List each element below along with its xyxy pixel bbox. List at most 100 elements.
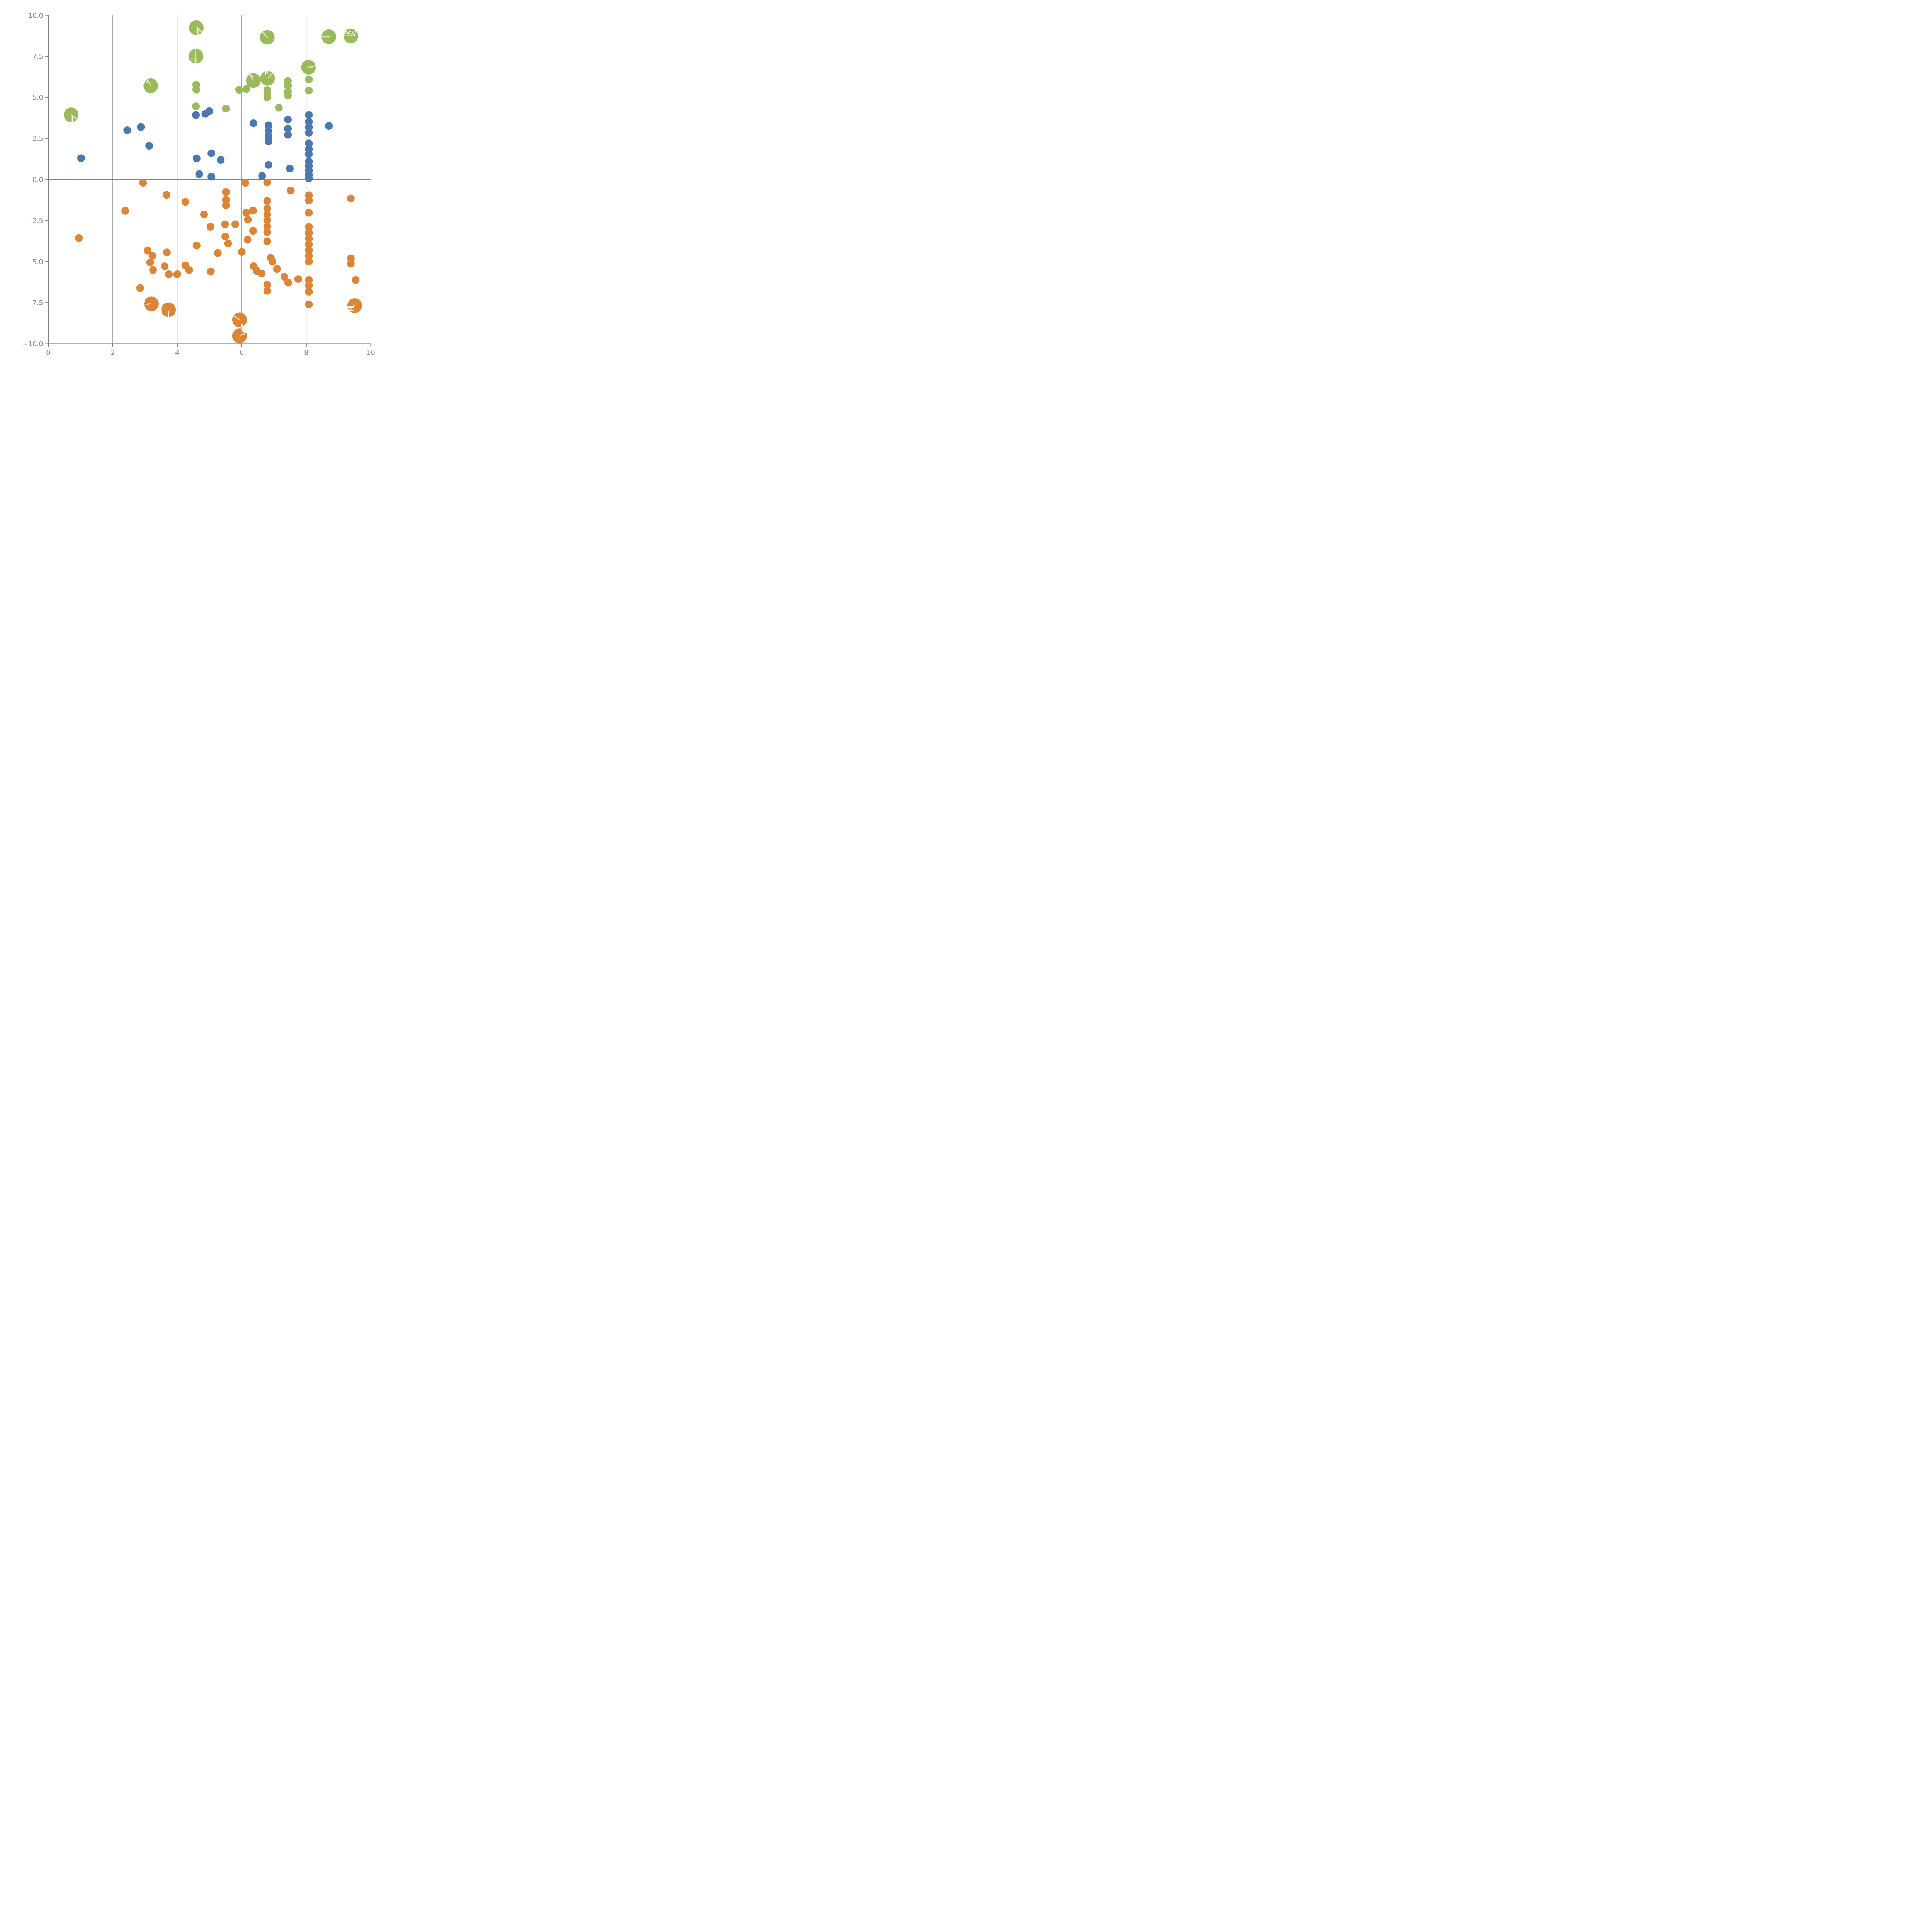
data-point-orange bbox=[136, 284, 144, 292]
scatter-chart-canvas: 10.07.55.02.50.0−2.5−5.0−7.5−10.00 2 4 6 8 10… bbox=[22, 12, 375, 357]
data-point-orange bbox=[305, 258, 313, 266]
data-point-green-large bbox=[246, 73, 261, 88]
data-point-blue bbox=[305, 111, 313, 119]
y-tick-label: 7.5 bbox=[32, 53, 43, 61]
data-point-blue bbox=[217, 156, 225, 164]
data-point-blue bbox=[145, 142, 153, 150]
data-point-blue bbox=[305, 139, 313, 148]
data-point-green-large bbox=[189, 20, 204, 35]
data-point-blue bbox=[284, 116, 292, 124]
data-point-orange bbox=[263, 204, 271, 213]
data-point-orange bbox=[200, 210, 208, 218]
bubble-label-fragment: EB bbox=[189, 57, 197, 64]
data-point-orange bbox=[221, 220, 229, 228]
data-point-orange bbox=[305, 240, 313, 248]
data-point-blue bbox=[305, 129, 313, 137]
data-point-orange bbox=[305, 252, 313, 260]
data-point-orange bbox=[263, 287, 271, 295]
label-leader-line-pale bbox=[261, 30, 269, 39]
data-points-group bbox=[64, 20, 362, 344]
data-point-orange bbox=[148, 252, 156, 260]
data-point-green bbox=[235, 86, 243, 94]
x-tick-label: 0 bbox=[46, 349, 50, 357]
data-point-blue bbox=[207, 173, 216, 181]
data-point-orange bbox=[181, 198, 189, 206]
data-point-orange bbox=[268, 258, 276, 266]
data-point-green-large bbox=[64, 107, 79, 122]
data-point-orange bbox=[305, 276, 313, 284]
data-point-blue bbox=[205, 107, 213, 115]
x-tick-label: 6 bbox=[240, 349, 244, 357]
x-tick-label: 2 bbox=[111, 349, 115, 357]
data-point-green bbox=[263, 94, 271, 102]
data-point-blue bbox=[305, 150, 313, 158]
data-point-blue bbox=[258, 172, 266, 180]
data-point-orange bbox=[221, 233, 230, 241]
data-point-orange-large bbox=[232, 328, 247, 344]
data-point-orange bbox=[263, 281, 271, 289]
data-point-orange-large bbox=[161, 302, 176, 317]
data-point-orange bbox=[121, 207, 129, 215]
data-point-orange bbox=[352, 276, 360, 284]
data-point-blue bbox=[123, 126, 131, 134]
data-point-orange bbox=[224, 239, 232, 247]
data-point-orange bbox=[243, 236, 252, 244]
data-point-orange bbox=[222, 188, 230, 196]
y-tick-label: 10.0 bbox=[28, 12, 43, 20]
data-point-blue bbox=[192, 154, 201, 162]
data-point-green bbox=[305, 87, 313, 95]
data-point-orange bbox=[280, 273, 288, 281]
data-point-orange bbox=[305, 235, 313, 243]
data-point-blue bbox=[325, 122, 333, 130]
data-point-orange bbox=[305, 229, 313, 237]
data-point-orange bbox=[149, 266, 157, 274]
data-point-blue bbox=[305, 175, 313, 183]
data-point-blue bbox=[195, 170, 203, 178]
data-point-blue bbox=[284, 131, 292, 139]
data-point-green bbox=[284, 92, 292, 99]
bubble-label-fragment: M bbox=[265, 69, 270, 76]
data-point-orange bbox=[206, 223, 214, 231]
data-point-orange bbox=[347, 194, 355, 202]
y-tick-label: 5.0 bbox=[32, 94, 43, 102]
data-point-blue bbox=[264, 137, 272, 145]
data-point-orange bbox=[263, 237, 271, 245]
data-point-orange bbox=[305, 197, 313, 204]
data-point-orange bbox=[139, 179, 147, 187]
data-point-orange bbox=[305, 246, 313, 254]
data-point-blue bbox=[305, 118, 313, 126]
axes-group: 10.0 7.5 5.0 2.5 0.0 −2.5 −5.0 −7.5 −10.00 2 4 6 8 10 bbox=[22, 12, 375, 357]
data-point-orange bbox=[258, 270, 266, 278]
data-point-blue bbox=[264, 161, 272, 169]
annotations-group: EB O SSV M bbox=[71, 26, 357, 336]
data-point-orange bbox=[75, 234, 83, 242]
data-point-orange bbox=[207, 267, 215, 276]
data-point-orange bbox=[305, 300, 313, 308]
y-tick-label: −10.0 bbox=[22, 340, 43, 348]
data-point-orange bbox=[241, 179, 249, 187]
data-point-orange bbox=[185, 266, 193, 274]
data-point-orange-large bbox=[232, 312, 247, 327]
data-point-orange bbox=[165, 270, 173, 278]
data-point-blue bbox=[284, 124, 292, 133]
data-point-orange bbox=[231, 220, 239, 228]
y-tick-label: 2.5 bbox=[32, 135, 43, 143]
data-point-orange bbox=[244, 216, 252, 224]
y-tick-label: −2.5 bbox=[27, 217, 43, 225]
data-point-blue bbox=[207, 149, 216, 157]
label-leader-line-pale bbox=[239, 333, 245, 336]
data-point-blue bbox=[286, 165, 294, 173]
data-point-orange bbox=[242, 209, 250, 217]
data-point-blue bbox=[192, 111, 200, 119]
label-leader-line-pale bbox=[147, 80, 151, 87]
x-tick-label: 4 bbox=[175, 349, 179, 357]
data-point-orange bbox=[214, 249, 222, 257]
data-point-green bbox=[192, 102, 200, 111]
bubble-label-fragment: O bbox=[143, 78, 148, 85]
label-leader-line-pale bbox=[267, 73, 274, 79]
label-leader-line-pale bbox=[308, 65, 316, 68]
y-tick-label: 0.0 bbox=[32, 176, 43, 184]
data-point-orange bbox=[163, 248, 171, 257]
y-tick-label: −7.5 bbox=[27, 299, 43, 307]
data-point-green bbox=[305, 75, 313, 83]
